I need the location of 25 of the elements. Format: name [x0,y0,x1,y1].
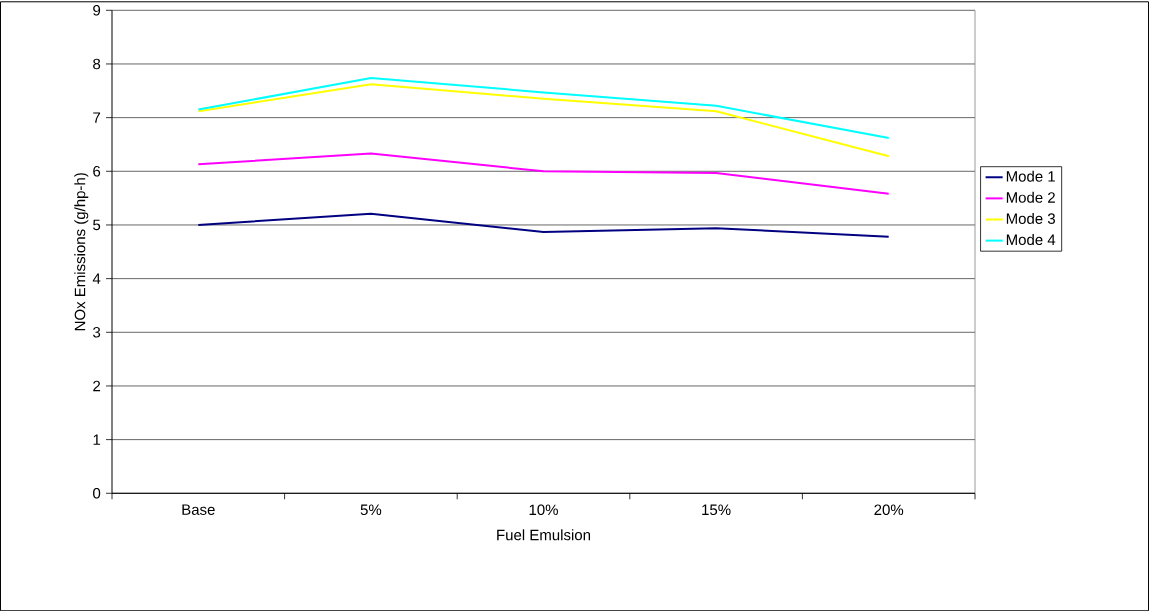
line-series [197,152,890,195]
x-tick-label: Base [182,504,215,515]
x-tick-label: 5% [360,504,382,515]
x-tick-label: 15% [702,504,731,515]
line-series [197,212,890,238]
x-axis-title: Fuel Emulsion [497,529,591,541]
y-axis-title: NOx Emissions (g/hp-h) [74,173,89,331]
y-tick-label: 7 [93,112,101,123]
y-tick-label: 5 [93,219,101,231]
y-tick-label: 9 [93,4,101,16]
y-tick-label: 8 [93,58,101,70]
y-tick-label: 1 [93,434,101,445]
legend-label: Mode 3 [1006,212,1055,224]
legend-label: Mode 4 [1006,233,1056,245]
legend-label: Mode 1 [1006,170,1055,182]
x-tick-label: 10% [529,504,558,515]
line-series [197,83,890,158]
legend-label: Mode 2 [1006,191,1055,203]
y-tick-label: 4 [92,273,101,284]
y-tick-label: 6 [93,165,101,177]
y-tick-label: 3 [93,326,101,338]
y-tick-label: 0 [93,487,101,499]
x-tick-label: 20% [874,504,904,515]
y-tick-label: 2 [93,380,101,392]
line-series [197,76,890,139]
